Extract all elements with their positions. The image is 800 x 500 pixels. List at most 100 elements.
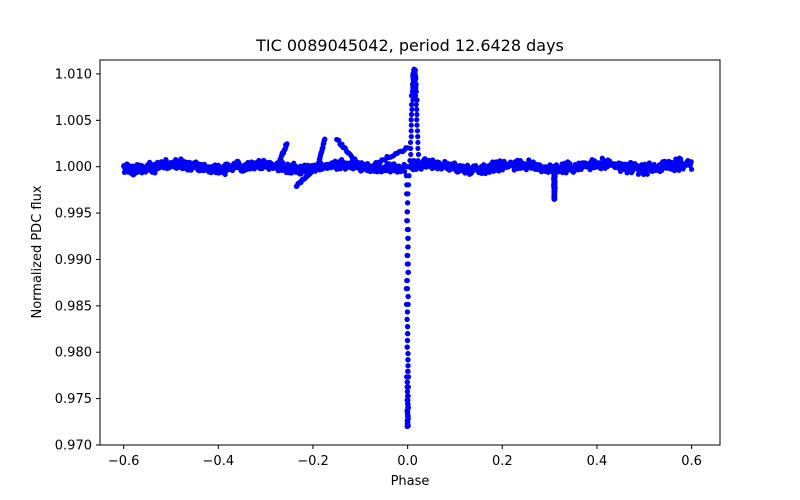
data-point <box>413 85 419 91</box>
y-tick-label: 1.000 <box>55 160 92 175</box>
data-point <box>408 111 415 118</box>
data-point <box>404 344 410 350</box>
data-point <box>405 357 411 363</box>
data-point <box>405 182 412 188</box>
data-point <box>405 293 411 300</box>
y-tick-label: 1.005 <box>55 114 92 129</box>
data-point <box>404 337 411 344</box>
plot-frame <box>99 59 721 446</box>
data-point <box>408 151 414 158</box>
y-tick-label: 1.010 <box>55 67 92 82</box>
x-tick-label: 0.4 <box>587 454 608 469</box>
data-point <box>408 93 415 99</box>
data-point <box>413 89 419 95</box>
data-point <box>415 139 421 146</box>
data-point <box>408 133 414 140</box>
data-point <box>405 244 411 250</box>
x-tick-label: −0.6 <box>108 454 140 469</box>
data-point <box>404 277 410 284</box>
data-point <box>405 350 411 357</box>
data-point <box>409 106 415 113</box>
x-axis-ticks: −0.6 −0.4 −0.2 0.0 0.2 0.4 0.6 <box>108 445 702 469</box>
data-point <box>322 136 328 142</box>
data-point <box>408 117 414 123</box>
data-point <box>405 331 411 337</box>
x-tick-label: 0.2 <box>492 454 513 469</box>
data-point <box>404 316 410 322</box>
y-axis-label: Normalized PDC flux <box>30 185 45 318</box>
data-point <box>404 324 411 330</box>
data-point <box>408 145 414 152</box>
data-point <box>410 97 416 103</box>
data-point <box>405 401 411 407</box>
y-tick-label: 0.990 <box>55 253 92 268</box>
data-point <box>551 164 558 170</box>
data-point <box>404 309 410 315</box>
data-point <box>408 102 415 108</box>
data-point <box>405 363 411 369</box>
y-tick-label: 0.980 <box>55 346 92 361</box>
data-point <box>404 218 411 224</box>
data-point <box>415 164 421 170</box>
data-point <box>405 301 411 307</box>
data-point <box>405 191 411 197</box>
data-point <box>567 160 573 167</box>
y-tick-label: 0.970 <box>55 439 92 454</box>
data-point <box>526 157 532 163</box>
x-tick-label: 0.6 <box>681 454 702 469</box>
data-point <box>405 269 412 275</box>
data-point <box>405 235 411 241</box>
x-tick-label: 0.0 <box>397 454 418 469</box>
data-point <box>278 157 284 163</box>
data-point <box>414 106 420 113</box>
x-axis-label: Phase <box>391 474 430 489</box>
data-point <box>405 393 411 399</box>
chart-title: TIC 0089045042, period 12.6428 days <box>255 36 564 55</box>
data-point <box>405 368 411 374</box>
data-point <box>408 122 414 128</box>
data-point <box>404 379 411 385</box>
data-point <box>310 168 316 174</box>
data-point <box>405 261 411 267</box>
x-tick-label: −0.2 <box>297 454 329 469</box>
data-point <box>414 97 420 103</box>
data-point <box>405 252 411 259</box>
data-point <box>407 157 413 164</box>
data-point <box>404 209 411 215</box>
data-point <box>414 117 420 123</box>
x-tick-label: −0.4 <box>203 454 235 469</box>
y-tick-label: 0.985 <box>55 299 92 314</box>
data-point <box>401 168 408 175</box>
data-point <box>409 89 416 95</box>
y-tick-label: 0.995 <box>55 207 92 222</box>
data-point <box>404 389 411 395</box>
data-point <box>414 111 420 118</box>
data-point <box>413 102 419 108</box>
data-point <box>412 93 419 99</box>
data-point <box>405 200 411 206</box>
data-point <box>357 163 363 169</box>
y-tick-label: 0.975 <box>55 392 92 407</box>
data-point <box>404 286 411 292</box>
data-point <box>628 159 634 166</box>
data-point <box>415 133 421 140</box>
data-point <box>676 167 682 173</box>
data-point <box>415 151 422 158</box>
data-point <box>407 164 413 170</box>
data-point <box>405 384 411 390</box>
data-point <box>406 173 412 179</box>
data-point <box>415 145 421 152</box>
data-point <box>405 397 411 403</box>
data-point <box>587 167 593 173</box>
data-point <box>284 141 290 147</box>
data-point <box>415 157 421 164</box>
data-point <box>414 122 420 128</box>
data-point <box>408 128 414 134</box>
data-point <box>405 374 412 380</box>
data-points <box>121 66 695 430</box>
data-point <box>688 159 694 165</box>
data-point <box>407 139 414 146</box>
y-axis-ticks: 0.970 0.975 0.980 0.985 0.990 0.995 1.000 1.005… <box>55 67 100 454</box>
data-point <box>689 166 695 172</box>
